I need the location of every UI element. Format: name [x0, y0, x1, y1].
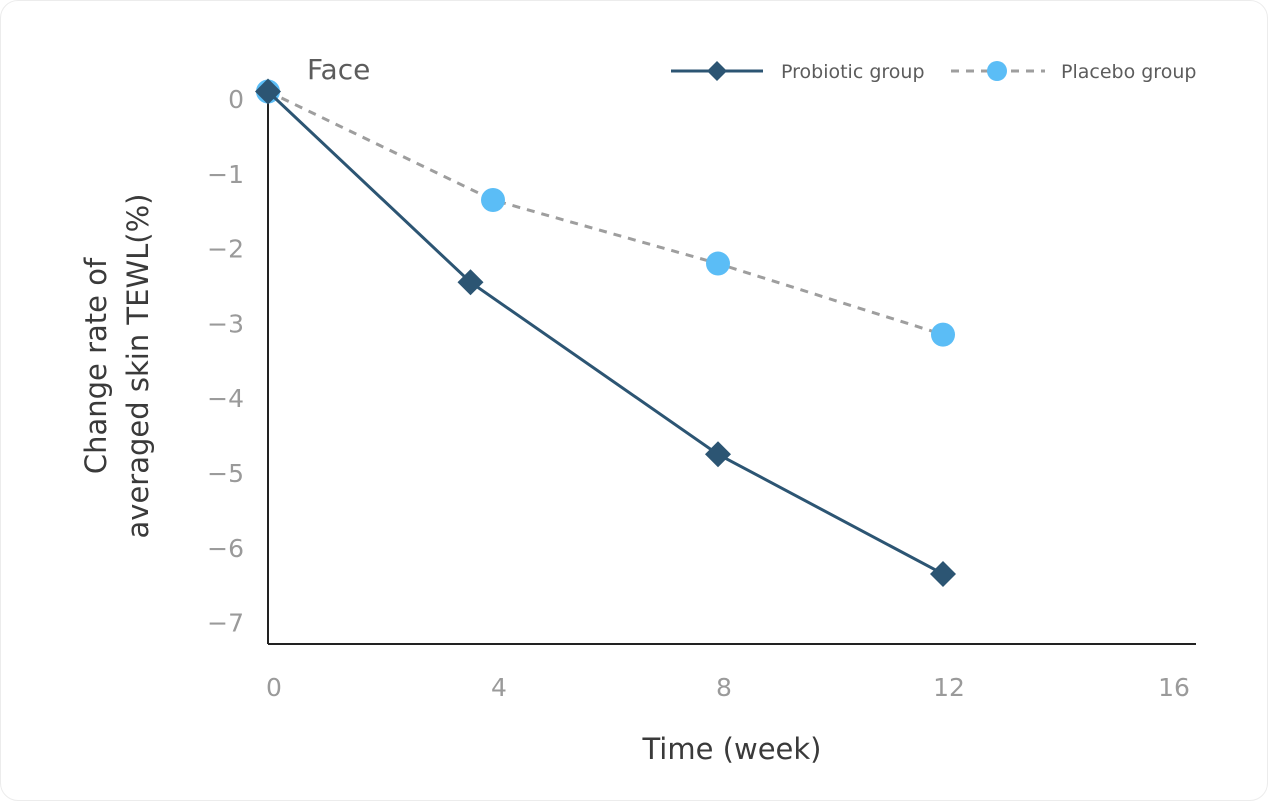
y-tick-label: −3 — [207, 309, 244, 338]
y-axis-title: Change rate of averaged skin TEWL(%) — [79, 194, 155, 539]
series-probiotic — [255, 78, 956, 587]
x-tick-label: 16 — [1158, 673, 1190, 702]
x-tick-label: 0 — [266, 673, 282, 702]
x-tick-label: 8 — [716, 673, 732, 702]
legend-label: Placebo group — [1061, 61, 1196, 83]
legend-label: Probiotic group — [781, 61, 925, 83]
y-tick-label: −7 — [207, 609, 244, 638]
y-tick-label: −4 — [207, 384, 244, 413]
x-tick-label: 12 — [933, 673, 965, 702]
legend-item: Probiotic group — [671, 61, 925, 83]
series-line — [266, 90, 944, 576]
series-placebo — [256, 79, 955, 347]
legend-marker-diamond — [707, 61, 727, 81]
data-point-diamond — [255, 78, 281, 105]
y-tick-label: −1 — [207, 160, 244, 189]
y-axis-title-line-2: averaged skin TEWL(%) — [121, 194, 155, 539]
legend-item: Placebo group — [951, 61, 1196, 83]
legend-marker-circle — [987, 61, 1007, 81]
data-point-diamond — [705, 441, 731, 468]
y-tick-label: −5 — [207, 459, 244, 488]
data-point-diamond — [930, 560, 956, 587]
x-tick-label: 4 — [491, 673, 507, 702]
y-axis-title-line-1: Change rate of — [79, 257, 113, 474]
data-point-diamond — [457, 269, 484, 296]
x-axis-title: Time (week) — [641, 732, 821, 766]
legend: Probiotic group Placebo group — [671, 61, 1196, 83]
series-line — [267, 90, 944, 337]
data-point-circle — [706, 251, 730, 276]
y-tick-label: −2 — [207, 235, 244, 264]
chart-title: Face — [307, 53, 370, 86]
data-point-circle — [931, 322, 955, 347]
y-tick-label: 0 — [228, 85, 244, 114]
y-tick-label: −6 — [207, 534, 244, 563]
data-point-circle — [481, 187, 505, 212]
